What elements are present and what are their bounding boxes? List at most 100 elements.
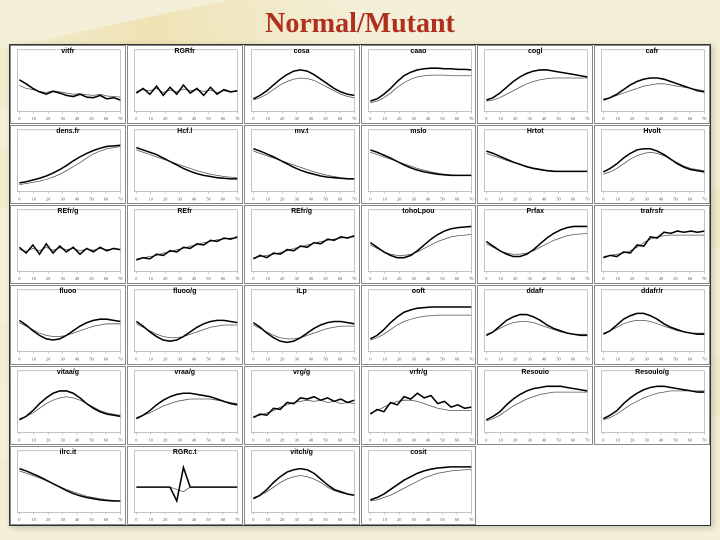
svg-text:40: 40: [75, 357, 79, 362]
svg-text:20: 20: [397, 277, 401, 282]
svg-text:10: 10: [148, 437, 152, 442]
svg-text:10: 10: [499, 277, 503, 282]
svg-text:10: 10: [32, 357, 36, 362]
svg-text:30: 30: [528, 277, 532, 282]
panel-label: iLp: [296, 288, 307, 295]
chart-panel: 010203040506070REfr/g: [10, 205, 126, 284]
svg-text:30: 30: [294, 437, 298, 442]
svg-text:30: 30: [411, 517, 415, 522]
svg-text:40: 40: [659, 277, 663, 282]
svg-text:20: 20: [513, 357, 517, 362]
svg-text:70: 70: [585, 116, 589, 121]
svg-text:70: 70: [118, 116, 122, 121]
svg-text:20: 20: [163, 116, 167, 121]
svg-text:20: 20: [280, 116, 284, 121]
svg-text:0: 0: [252, 116, 254, 121]
svg-text:60: 60: [571, 196, 575, 201]
svg-text:30: 30: [294, 357, 298, 362]
svg-text:50: 50: [206, 277, 210, 282]
svg-text:70: 70: [469, 277, 473, 282]
panel-label: cafr: [646, 48, 659, 55]
svg-text:60: 60: [337, 277, 341, 282]
svg-text:60: 60: [221, 517, 225, 522]
svg-text:20: 20: [280, 517, 284, 522]
svg-text:0: 0: [135, 517, 137, 522]
chart-panel: 010203040506070mslo: [361, 125, 477, 204]
svg-text:10: 10: [265, 517, 269, 522]
svg-text:20: 20: [280, 196, 284, 201]
svg-text:30: 30: [411, 277, 415, 282]
svg-text:40: 40: [659, 357, 663, 362]
svg-text:20: 20: [46, 196, 50, 201]
panel-label: dens.fr: [56, 128, 79, 135]
chart-panel: 010203040506070vitfr: [10, 45, 126, 124]
svg-text:10: 10: [382, 277, 386, 282]
svg-text:0: 0: [602, 196, 604, 201]
svg-text:40: 40: [542, 277, 546, 282]
svg-text:60: 60: [221, 277, 225, 282]
chart-panel: 010203040506070RGRfr: [127, 45, 243, 124]
svg-text:70: 70: [235, 277, 239, 282]
svg-text:20: 20: [513, 116, 517, 121]
svg-text:60: 60: [571, 116, 575, 121]
svg-text:0: 0: [135, 116, 137, 121]
svg-text:0: 0: [369, 517, 371, 522]
svg-text:50: 50: [323, 517, 327, 522]
svg-text:60: 60: [337, 196, 341, 201]
panel-label: Hvolt: [643, 128, 661, 135]
panel-label: mslo: [410, 128, 426, 135]
svg-text:30: 30: [528, 116, 532, 121]
svg-text:40: 40: [75, 437, 79, 442]
svg-text:30: 30: [411, 196, 415, 201]
svg-text:20: 20: [630, 116, 634, 121]
svg-text:10: 10: [499, 196, 503, 201]
panel-label: vrfr/g: [409, 369, 427, 376]
svg-text:50: 50: [440, 196, 444, 201]
svg-text:50: 50: [89, 357, 93, 362]
svg-text:50: 50: [557, 277, 561, 282]
svg-text:70: 70: [585, 357, 589, 362]
svg-text:60: 60: [688, 277, 692, 282]
chart-panel: 010203040506070cafr: [594, 45, 710, 124]
svg-text:70: 70: [585, 437, 589, 442]
svg-text:10: 10: [616, 437, 620, 442]
svg-text:10: 10: [265, 116, 269, 121]
chart-panel: 010203040506070mv.t: [244, 125, 360, 204]
svg-text:30: 30: [528, 437, 532, 442]
svg-text:20: 20: [397, 116, 401, 121]
svg-text:40: 40: [542, 196, 546, 201]
svg-text:50: 50: [673, 116, 677, 121]
svg-text:10: 10: [616, 357, 620, 362]
svg-text:60: 60: [454, 517, 458, 522]
svg-text:0: 0: [486, 196, 488, 201]
svg-text:50: 50: [323, 277, 327, 282]
svg-text:0: 0: [18, 277, 20, 282]
svg-text:30: 30: [177, 517, 181, 522]
svg-text:0: 0: [369, 277, 371, 282]
svg-text:60: 60: [454, 277, 458, 282]
chart-panel: 010203040506070cosit: [361, 446, 477, 525]
svg-text:50: 50: [440, 437, 444, 442]
svg-text:10: 10: [32, 277, 36, 282]
svg-text:0: 0: [18, 357, 20, 362]
chart-panel: 010203040506070vitch/g: [244, 446, 360, 525]
page-title: Normal/Mutant: [0, 0, 720, 44]
svg-text:70: 70: [235, 116, 239, 121]
chart-panel: 010203040506070vrg/g: [244, 366, 360, 445]
svg-text:70: 70: [702, 357, 706, 362]
svg-text:70: 70: [702, 277, 706, 282]
svg-text:30: 30: [645, 437, 649, 442]
svg-text:60: 60: [688, 196, 692, 201]
panel-label: Hrtot: [527, 128, 544, 135]
svg-text:10: 10: [499, 357, 503, 362]
svg-text:30: 30: [411, 357, 415, 362]
svg-text:50: 50: [89, 116, 93, 121]
panel-label: REfr/g: [291, 208, 312, 215]
svg-text:60: 60: [104, 116, 108, 121]
svg-text:70: 70: [118, 196, 122, 201]
svg-text:50: 50: [323, 437, 327, 442]
svg-text:50: 50: [440, 517, 444, 522]
svg-text:20: 20: [280, 277, 284, 282]
chart-panel: 010203040506070Prfax: [477, 205, 593, 284]
chart-panel: [477, 446, 593, 525]
